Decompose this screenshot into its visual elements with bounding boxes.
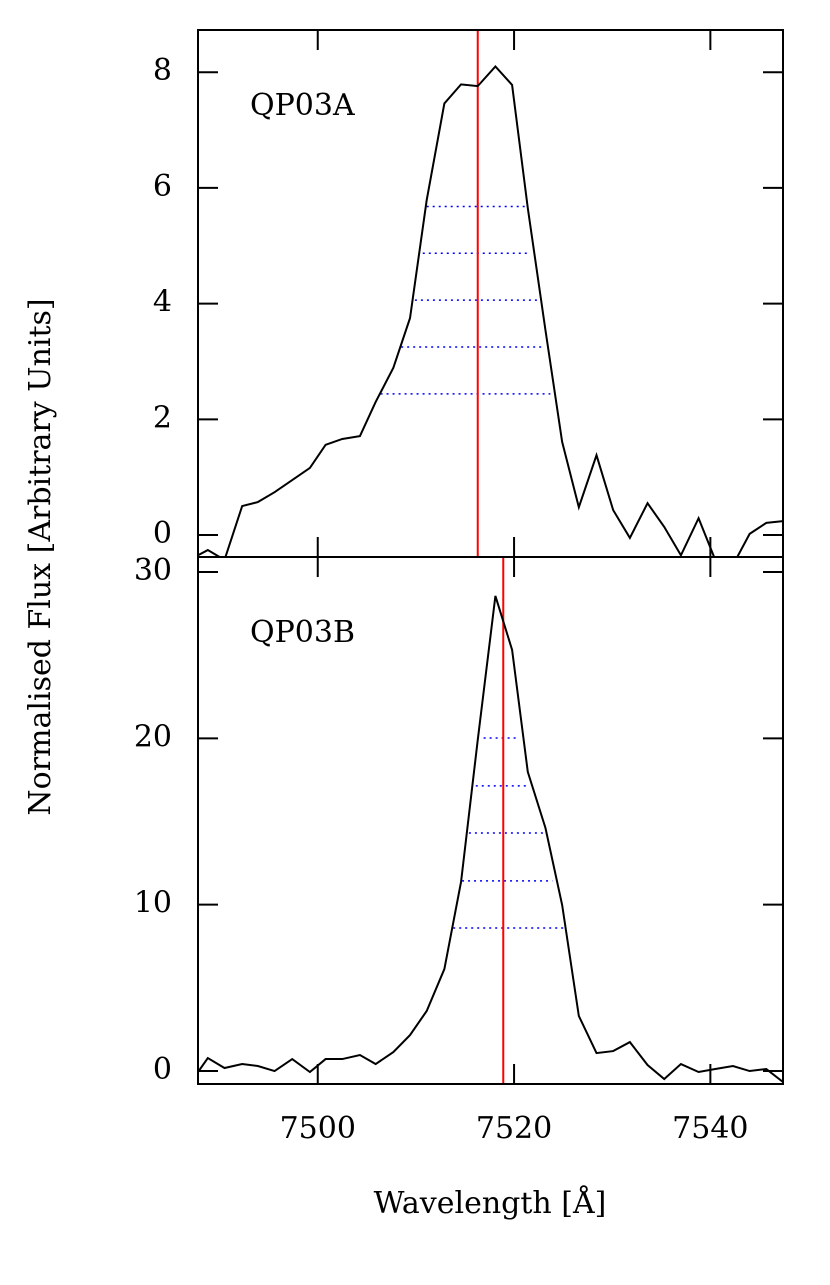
data-line bbox=[198, 64, 783, 557]
panel-label: QP03A bbox=[250, 88, 355, 123]
y-tick-label: 0 bbox=[153, 516, 172, 551]
plot-area bbox=[198, 557, 783, 1084]
panel-label: QP03B bbox=[250, 615, 355, 650]
y-tick-label: 10 bbox=[134, 886, 172, 921]
x-axis-label: Wavelength [Å] bbox=[374, 1185, 607, 1221]
x-tick-label: 7500 bbox=[280, 1111, 356, 1146]
y-tick-label: 6 bbox=[153, 169, 172, 204]
y-tick-label: 2 bbox=[153, 400, 172, 435]
plot-frame bbox=[197, 556, 784, 1085]
x-tick-label: 7540 bbox=[672, 1111, 748, 1146]
y-axis-label: Normalised Flux [Arbitrary Units] bbox=[23, 298, 58, 815]
plot-area bbox=[198, 30, 783, 557]
y-tick-label: 20 bbox=[134, 719, 172, 754]
x-tick-label: 7520 bbox=[476, 1111, 552, 1146]
y-tick-label: 30 bbox=[134, 553, 172, 588]
data-line bbox=[198, 595, 783, 1083]
y-tick-label: 0 bbox=[153, 1052, 172, 1087]
y-tick-label: 8 bbox=[153, 53, 172, 88]
y-tick-label: 4 bbox=[153, 285, 172, 320]
